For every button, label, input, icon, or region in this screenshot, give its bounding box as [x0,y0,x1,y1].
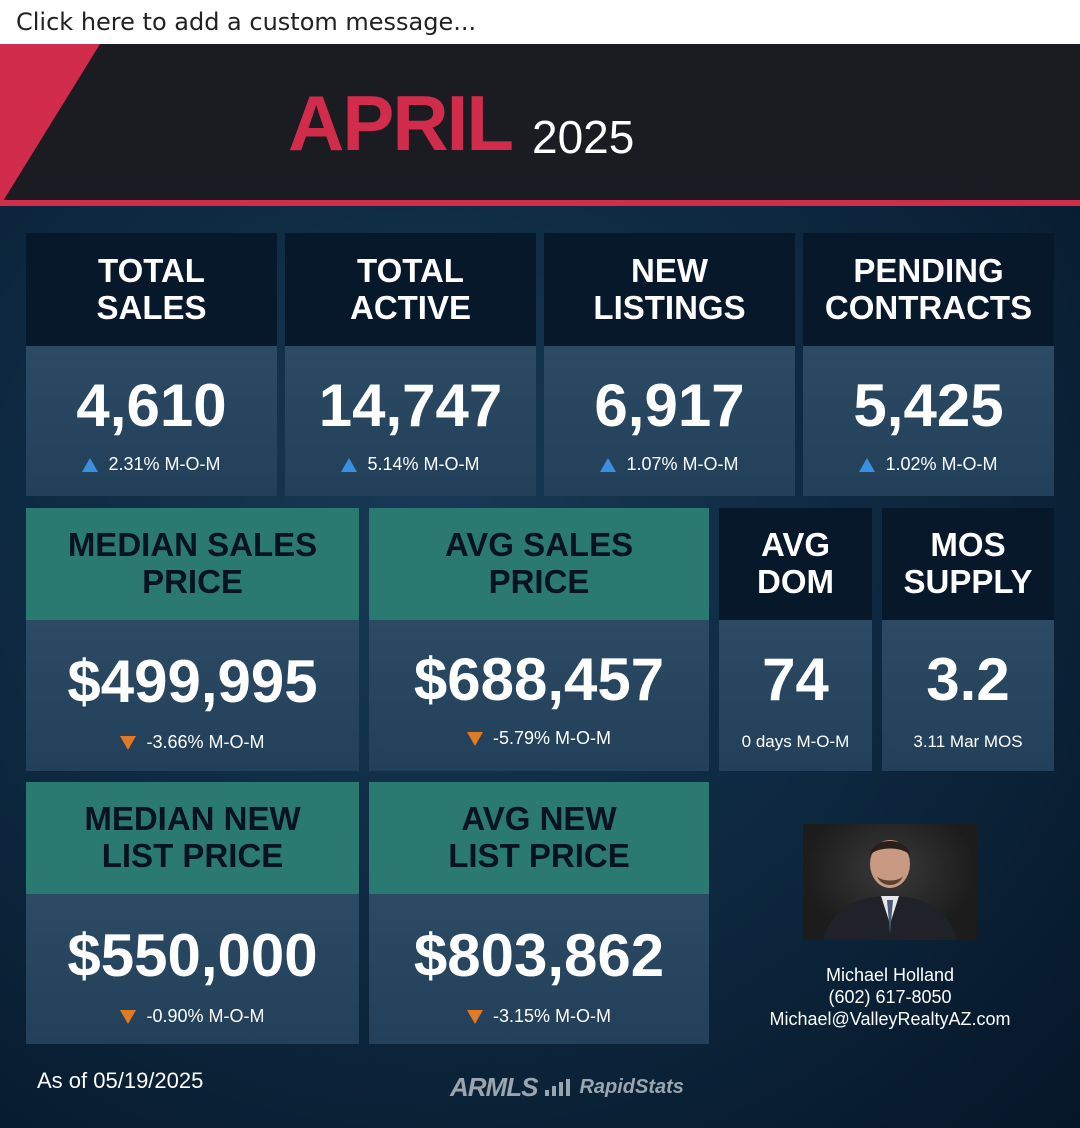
card-title-line2: CONTRACTS [824,288,1033,326]
agent-email[interactable]: Michael@ValleyRealtyAZ.com [769,1009,1011,1029]
card-title-line1: TOTAL [357,251,464,289]
stat-value: $499,995 [67,648,318,715]
rapidstats-logo: RapidStats [579,1076,684,1098]
stat-card-total-sales: TOTAL SALES 4,610 2.31% M-O-M [26,233,277,496]
change-text: -3.15% M-O-M [492,1006,611,1026]
change-text: 2.31% M-O-M [108,454,221,474]
stat-card-avg-dom: AVG DOM 74 0 days M-O-M [719,508,872,771]
change-text: 3.11 Mar MOS [913,732,1023,751]
card-title-line2: DOM [757,563,834,600]
change-text: -3.66% M-O-M [146,732,265,752]
card-title-line2: LIST PRICE [448,837,630,874]
agent-portrait-icon [823,840,957,940]
change-text: 0 days M-O-M [741,732,850,751]
stat-value: 5,425 [853,372,1004,439]
change-text: 1.07% M-O-M [626,454,739,474]
header-accent-wedge [0,44,100,206]
stat-card-pending-contracts: PENDING CONTRACTS 5,425 1.02% M-O-M [803,233,1054,496]
card-title-line1: TOTAL [98,251,205,289]
card-title-line2: LISTINGS [593,288,746,326]
stat-card-median-new-list-price: MEDIAN NEW LIST PRICE $550,000 -0.90% M-… [26,782,359,1044]
change-text: 1.02% M-O-M [885,454,998,474]
card-title-line2: PRICE [488,563,590,600]
card-title-line2: SUPPLY [903,563,1033,600]
header-divider [0,200,1080,206]
stat-card-total-active: TOTAL ACTIVE 14,747 5.14% M-O-M [285,233,536,496]
stat-card-new-listings: NEW LISTINGS 6,917 1.07% M-O-M [544,233,795,496]
report-header: APRIL 2025 [0,44,1080,206]
agent-photo [803,824,977,940]
down-arrow-icon [120,735,137,750]
down-arrow-icon [466,731,483,746]
up-arrow-icon [82,457,99,472]
stat-value: 6,917 [594,372,745,439]
change-text: -5.79% M-O-M [492,728,611,748]
change-text: -0.90% M-O-M [146,1006,265,1026]
agent-contact: Michael Holland (602) 617-8050 Michael@V… [740,964,1040,1030]
card-title-line1: AVG [760,526,831,564]
custom-message-input[interactable]: Click here to add a custom message... [0,0,1080,44]
stat-value: $550,000 [67,922,318,989]
bar-chart-icon [545,1078,571,1096]
card-title-line2: PRICE [142,563,243,600]
report-month: APRIL [288,79,514,167]
stat-value: 4,610 [76,372,227,439]
footer-logo: ARMLS RapidStats [450,1072,684,1103]
card-title-line2: ACTIVE [349,288,471,326]
card-title-line1: MOS [930,526,1006,564]
armls-logo: ARMLS [450,1072,538,1102]
change-text: 5.14% M-O-M [367,454,480,474]
stat-value: 74 [762,646,829,713]
card-title-line1: AVG NEW [461,800,617,838]
card-title-line1: AVG SALES [444,526,634,564]
stat-value: 3.2 [926,646,1010,713]
report-year: 2025 [532,111,635,163]
stat-value: $688,457 [413,646,665,713]
as-of-date: As of 05/19/2025 [37,1068,204,1093]
card-title-line1: MEDIAN SALES [67,526,318,564]
stat-card-median-sales-price: MEDIAN SALES PRICE $499,995 -3.66% M-O-M [26,508,359,771]
stat-value: $803,862 [413,922,665,989]
card-title-line2: SALES [96,288,207,326]
card-title-line1: PENDING [853,251,1004,289]
stat-card-avg-sales-price: AVG SALES PRICE $688,457 -5.79% M-O-M [369,508,709,771]
card-title-line1: MEDIAN NEW [84,800,301,838]
down-arrow-icon [466,1009,483,1024]
up-arrow-icon [600,457,617,472]
agent-phone[interactable]: (602) 617-8050 [828,987,952,1007]
card-title-line2: LIST PRICE [101,837,284,874]
down-arrow-icon [120,1009,137,1024]
up-arrow-icon [341,457,358,472]
card-title-line1: NEW [631,251,708,289]
stat-card-mos-supply: MOS SUPPLY 3.2 3.11 Mar MOS [882,508,1054,771]
agent-name: Michael Holland [825,965,955,985]
stat-value: 14,747 [318,372,503,439]
stat-card-avg-new-list-price: AVG NEW LIST PRICE $803,862 -3.15% M-O-M [369,782,709,1044]
up-arrow-icon [859,457,876,472]
